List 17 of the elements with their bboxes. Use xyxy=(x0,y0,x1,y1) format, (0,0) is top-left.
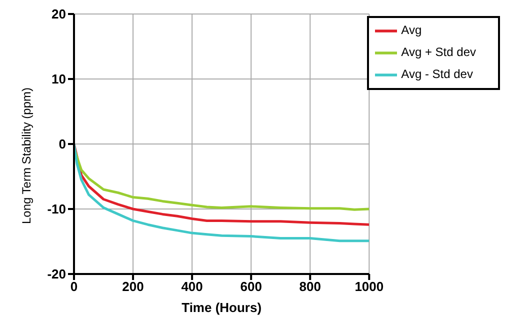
y-tick-label: -10 xyxy=(47,202,66,217)
x-axis-title: Time (Hours) xyxy=(182,300,262,315)
x-tick-label: 0 xyxy=(70,279,78,294)
y-tick-label: -20 xyxy=(47,266,66,282)
x-tick-label: 600 xyxy=(240,279,262,294)
x-tick-label: 1000 xyxy=(354,279,384,294)
x-tick-label: 800 xyxy=(299,279,321,294)
y-tick-label: 0 xyxy=(58,136,66,152)
x-tick-label: 200 xyxy=(122,279,144,294)
legend-label: Avg xyxy=(401,23,422,38)
x-tick-label: 400 xyxy=(181,279,203,294)
y-tick-label: 20 xyxy=(52,6,66,22)
legend-label: Avg - Std dev xyxy=(401,67,473,82)
y-tick-label: 10 xyxy=(52,72,66,87)
y-axis-title: Long Term Stability (ppm) xyxy=(19,87,34,224)
line-series xyxy=(74,142,370,242)
legend-label: Avg + Std dev xyxy=(401,45,476,60)
